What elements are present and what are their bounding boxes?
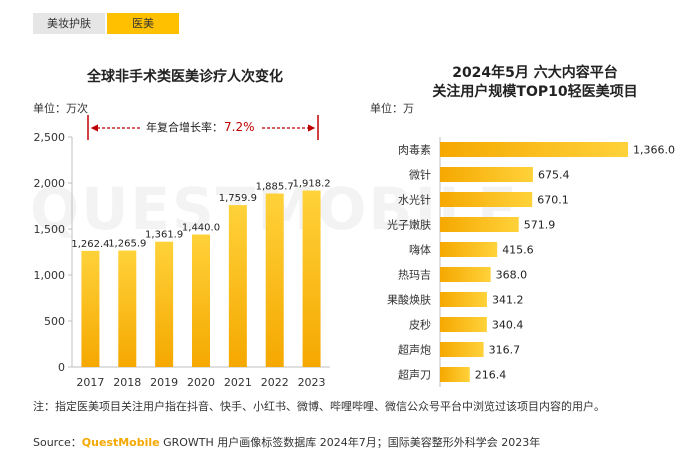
left-bar-value-label: 1,262.4	[71, 239, 109, 250]
right-bar	[440, 292, 487, 307]
left-bar-value-label: 1,885.7	[256, 182, 294, 193]
left-x-tick-label: 2021	[224, 376, 252, 389]
left-y-tick-label: 1,000	[34, 269, 66, 282]
right-bar-value-label: 368.0	[496, 269, 528, 282]
left-bar	[81, 250, 100, 367]
left-chart-unit: 单位：万次	[33, 102, 88, 115]
tab-medical-aesthetics[interactable]: 医美	[107, 13, 179, 34]
right-bar-value-label: 340.4	[492, 319, 524, 332]
left-bar	[302, 190, 321, 367]
right-category-label: 嗨体	[409, 243, 431, 257]
cagr-value: 7.2%	[224, 120, 255, 134]
source-rest: GROWTH 用户画像标签数据库 2024年7月；国际美容整形外科学会 2023…	[159, 436, 541, 449]
source-prefix: Source：	[33, 436, 82, 449]
tab-beauty-skincare[interactable]: 美妆护肤	[33, 13, 105, 34]
left-bar-value-label: 1,361.9	[145, 230, 183, 241]
right-chart-title: 2024年5月 六大内容平台 关注用户规模TOP10轻医美项目	[390, 64, 680, 102]
source-brand: QuestMobile	[81, 436, 160, 449]
left-bar	[265, 193, 284, 367]
right-category-label: 超声炮	[398, 343, 431, 357]
right-bar-value-label: 675.4	[538, 169, 570, 182]
right-bar	[440, 217, 519, 232]
left-bar-value-label: 1,759.9	[219, 193, 257, 204]
right-bar-value-label: 316.7	[489, 344, 520, 357]
left-y-tick-label: 500	[44, 315, 65, 328]
right-category-label: 超声刀	[398, 368, 431, 382]
right-bar	[440, 242, 498, 257]
left-x-tick-label: 2019	[150, 376, 178, 389]
right-bar	[440, 342, 484, 357]
right-bar	[440, 317, 487, 332]
right-category-label: 水光针	[398, 193, 431, 207]
left-y-tick-label: 0	[58, 361, 65, 374]
right-chart-title-line1: 2024年5月 六大内容平台	[452, 65, 618, 81]
left-chart-title: 全球非手术类医美诊疗人次变化	[87, 69, 283, 85]
left-y-tick-label: 2,500	[34, 131, 66, 144]
cagr-label-bg	[142, 117, 262, 137]
left-bar-value-label: 1,918.2	[292, 179, 330, 190]
left-bar	[118, 250, 137, 367]
left-bar-value-label: 1,440.0	[182, 223, 220, 234]
right-category-label: 肉毒素	[398, 144, 431, 157]
right-category-label: 皮秒	[409, 318, 431, 332]
right-category-label: 果酸焕肤	[387, 293, 431, 307]
cagr-label: 年复合增长率：	[146, 120, 223, 134]
right-bar	[440, 267, 491, 282]
cagr-annotation: 年复合增长率： 7.2%	[87, 115, 319, 140]
right-bar-value-label: 341.2	[492, 294, 524, 307]
left-x-tick-label: 2017	[76, 376, 104, 389]
source-line: Source：QuestMobile GROWTH 用户画像标签数据库 2024…	[33, 434, 540, 450]
right-bar-value-label: 571.9	[524, 219, 556, 232]
left-x-tick-label: 2022	[261, 376, 289, 389]
right-bar	[440, 142, 628, 157]
left-bar	[155, 241, 174, 367]
left-y-tick-label: 1,500	[34, 223, 66, 236]
left-bar-chart: 0 500 1,000 1,500 2,000 2,500 1,262.4 2017 1,265…	[34, 131, 331, 389]
right-category-label: 光子嫩肤	[387, 218, 431, 232]
right-chart-title-line2: 关注用户规模TOP10轻医美项目	[432, 84, 638, 100]
left-bar	[192, 234, 210, 367]
right-bar	[440, 367, 470, 382]
right-bar	[440, 192, 533, 207]
left-y-tick-label: 2,000	[34, 177, 66, 190]
right-category-label: 微针	[409, 168, 431, 182]
right-bar-chart: 肉毒素 1,366.0 微针 675.4 水光针 670.1 光子嫩肤 571.9 嗨体 415.…	[387, 137, 675, 387]
left-x-tick-label: 2020	[187, 376, 215, 389]
right-bar	[440, 167, 533, 182]
right-bar-value-label: 670.1	[537, 194, 569, 207]
right-bar-value-label: 216.4	[475, 369, 507, 382]
footnote: 注：指定医美项目关注用户指在抖音、快手、小红书、微博、哔哩哔哩、微信公众号平台中…	[33, 400, 605, 413]
left-bar-value-label: 1,265.9	[108, 239, 146, 250]
left-bar	[228, 205, 247, 367]
right-bar-value-label: 1,366.0	[633, 144, 675, 157]
right-chart-unit: 单位：万	[370, 102, 414, 115]
left-x-tick-label: 2018	[113, 376, 141, 389]
left-x-tick-label: 2023	[298, 376, 326, 389]
tab-bar: 美妆护肤 医美	[33, 13, 179, 34]
right-category-label: 热玛吉	[398, 269, 431, 282]
right-bar-value-label: 415.6	[502, 244, 534, 257]
